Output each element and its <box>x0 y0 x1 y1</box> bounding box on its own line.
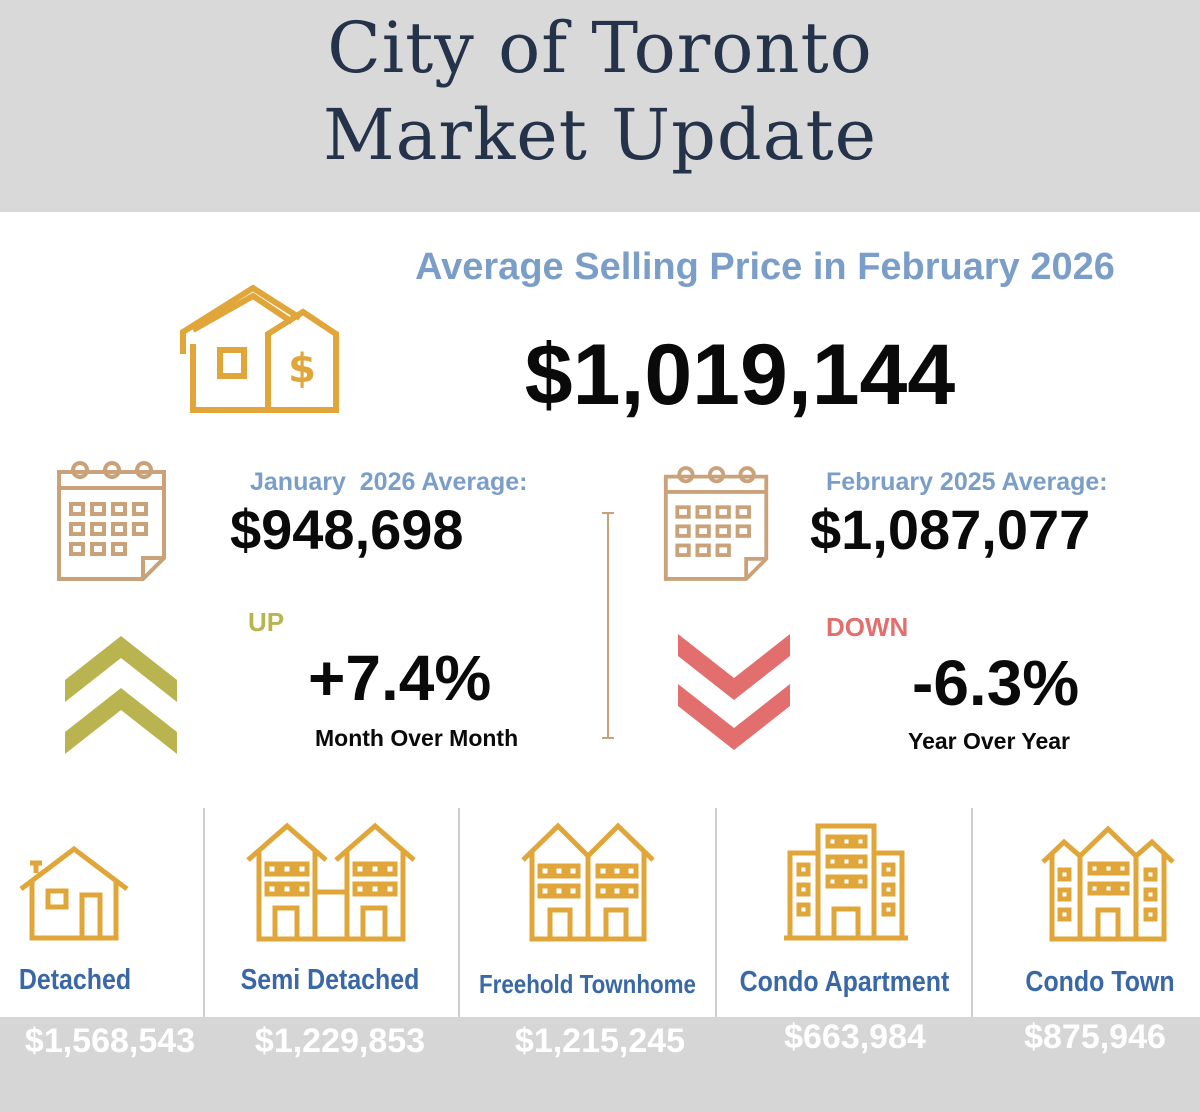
previous-month-value: $948,698 <box>230 498 464 561</box>
header-banner <box>0 0 1200 212</box>
price-condo-town: $875,946 <box>1024 1018 1166 1056</box>
price-condo-apartment: $663,984 <box>784 1018 926 1056</box>
center-divider <box>607 512 609 738</box>
type-label-freehold-townhome: Freehold Townhome <box>479 969 696 999</box>
page-title-line2: Market Update <box>323 94 877 176</box>
price-semi-detached: $1,229,853 <box>254 1022 426 1060</box>
calendar-icon <box>55 458 170 583</box>
freehold-townhome-icon <box>520 822 656 942</box>
average-price-value: $1,019,144 <box>524 327 956 423</box>
center-divider-cap-top <box>602 512 614 514</box>
price-detached: $1,568,543 <box>24 1022 196 1060</box>
detached-house-icon <box>18 843 130 941</box>
type-label-semi-detached: Semi Detached <box>240 964 420 996</box>
previous-year-label: February 2025 Average: <box>826 468 1108 496</box>
type-label-detached: Detached <box>18 964 132 996</box>
column-divider <box>203 808 205 1018</box>
year-change-percent: -6.3% <box>912 647 1080 719</box>
month-over-month-label: Month Over Month <box>315 725 519 751</box>
down-label: DOWN <box>826 612 909 642</box>
previous-year-value: $1,087,077 <box>810 498 1091 561</box>
headline-label: Average Selling Price in February 2026 <box>415 246 1115 288</box>
page-title-line1: City of Toronto <box>327 7 873 89</box>
calendar-icon <box>662 462 772 584</box>
previous-month-label: January 2026 Average: <box>250 468 528 496</box>
double-chevron-down-icon <box>678 634 790 750</box>
condo-town-icon <box>1040 825 1176 942</box>
type-label-condo-town: Condo Town <box>1025 966 1175 998</box>
price-freehold-townhome: $1,215,245 <box>514 1022 686 1060</box>
price-band <box>0 1017 1200 1112</box>
column-divider <box>458 808 460 1018</box>
center-divider-cap-bottom <box>602 737 614 739</box>
column-divider <box>971 808 973 1018</box>
semi-detached-icon <box>245 822 417 942</box>
double-chevron-up-icon <box>65 636 177 754</box>
type-label-condo-apartment: Condo Apartment <box>739 966 950 998</box>
svg-text:$: $ <box>288 346 316 392</box>
house-dollar-icon: $ <box>180 282 340 414</box>
condo-apartment-icon <box>782 823 910 941</box>
up-label: UP <box>248 607 285 637</box>
column-divider <box>715 808 717 1018</box>
year-over-year-label: Year Over Year <box>908 728 1070 754</box>
month-change-percent: +7.4% <box>308 642 492 714</box>
